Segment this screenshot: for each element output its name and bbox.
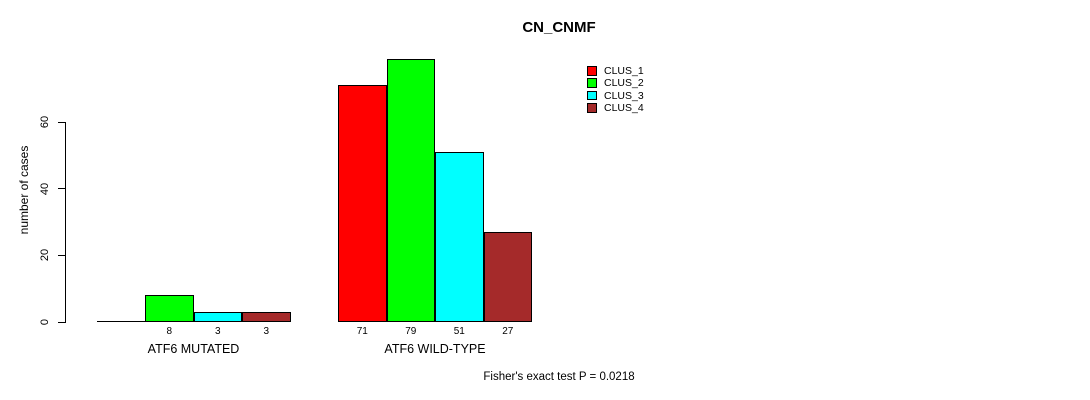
bar [338, 85, 387, 322]
y-axis-line [65, 122, 66, 323]
annotation-text: Fisher's exact test P = 0.0218 [483, 371, 635, 383]
x-group-label: ATF6 WILD-TYPE [384, 342, 486, 356]
legend-swatch [587, 90, 597, 101]
bar-zero-height [96, 321, 146, 322]
bar [242, 312, 291, 322]
bar [193, 312, 242, 322]
legend-label: CLUS_2 [604, 77, 644, 90]
y-tick-mark [58, 321, 65, 323]
bar-value-label: 51 [453, 326, 465, 337]
bar-value-label: 79 [405, 326, 417, 337]
legend-label: CLUS_1 [604, 65, 644, 77]
y-tick-label: 40 [39, 182, 51, 195]
bar [483, 232, 532, 322]
legend-swatch [587, 103, 597, 113]
bar [435, 152, 484, 322]
legend-swatch [587, 78, 597, 88]
bar-value-label: 27 [502, 326, 514, 337]
bar-value-label: 3 [263, 326, 270, 337]
legend-swatch [587, 66, 597, 76]
bar [145, 295, 194, 322]
y-tick-mark [58, 121, 65, 123]
legend-label: CLUS_4 [604, 102, 644, 115]
y-tick-label: 0 [39, 318, 51, 326]
bar [386, 58, 435, 322]
y-tick-mark [58, 254, 65, 256]
bar-value-label: 3 [214, 326, 221, 337]
chart-title: CN_CNMF [522, 19, 596, 36]
bar-value-label: 8 [166, 326, 173, 337]
y-tick-label: 60 [39, 115, 51, 129]
y-tick-mark [58, 188, 65, 190]
legend-label: CLUS_3 [604, 89, 644, 102]
y-axis-label: number of cases [17, 145, 31, 235]
bar-value-label: 71 [356, 326, 368, 337]
x-group-label: ATF6 MUTATED [147, 342, 240, 356]
y-tick-label: 20 [39, 249, 51, 262]
